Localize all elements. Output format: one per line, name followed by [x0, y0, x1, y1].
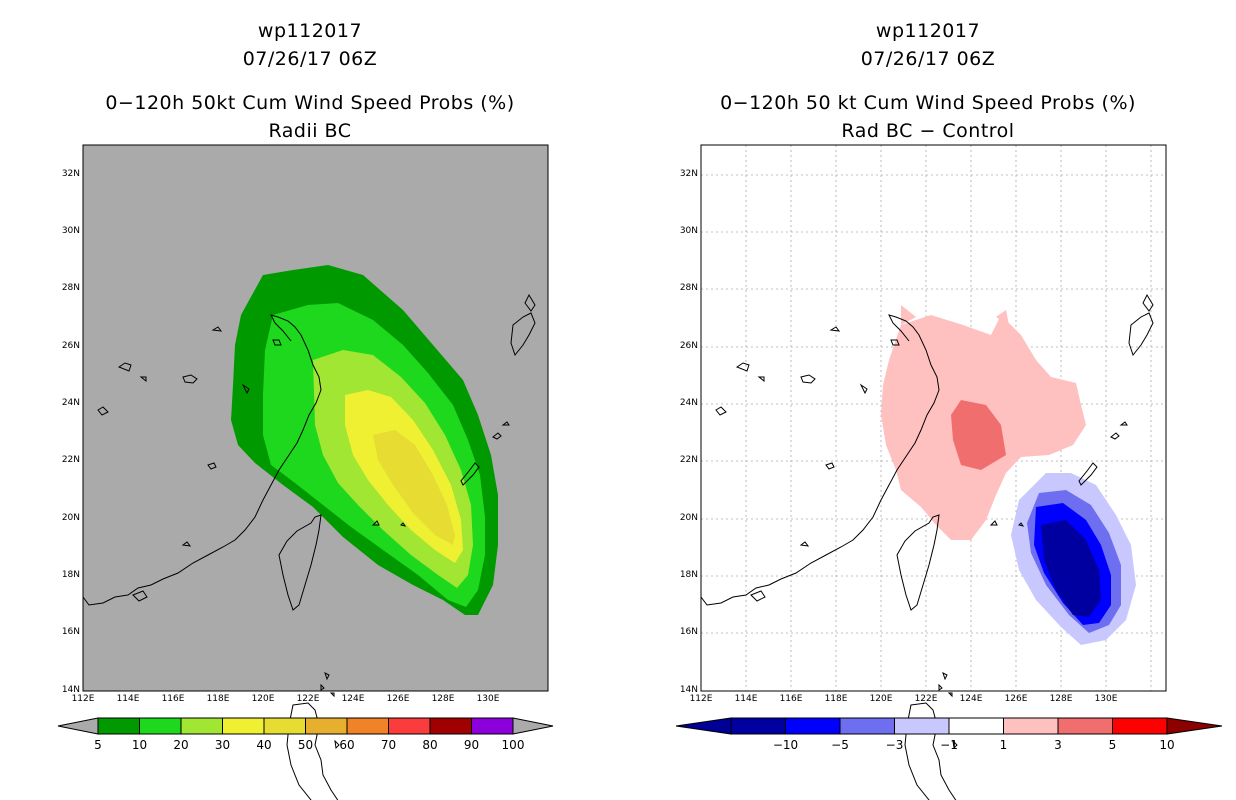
- right-storm-id: wp112017: [875, 20, 981, 42]
- left-lat-label: 24N: [61, 398, 80, 408]
- right-colorbar-label: 3: [1054, 738, 1062, 752]
- left-colorbar-label: 90: [463, 738, 480, 752]
- left-lat-label: 32N: [61, 169, 80, 179]
- right-lat-label: 14N: [679, 685, 698, 695]
- right-colorbar-label: −3: [885, 738, 904, 752]
- right-lon-label: 128E: [1049, 694, 1073, 704]
- right-lat-label: 24N: [679, 398, 698, 408]
- left-colorbar-cell: [97, 717, 140, 735]
- left-colorbar-label: 40: [256, 738, 272, 752]
- right-lon-label: 124E: [959, 694, 983, 704]
- right-lat-label: 20N: [679, 513, 698, 523]
- left-title: 0−120h 50kt Cum Wind Speed Probs (%): [105, 92, 515, 114]
- left-colorbar-label: 20: [173, 738, 189, 752]
- right-lon-label: 116E: [779, 694, 803, 704]
- right-lon-label: 130E: [1094, 694, 1118, 704]
- left-colorbar-cell: [222, 717, 265, 735]
- right-colorbar: [675, 717, 1223, 735]
- left-colorbar-low-arrow: [57, 717, 99, 735]
- right-colorbar-label: 5: [1108, 738, 1117, 752]
- right-colorbar-label: 10: [1159, 738, 1175, 752]
- right-lat-label: 18N: [679, 570, 698, 580]
- right-lon-label: 120E: [869, 694, 893, 704]
- right-colorbar-cell: [839, 717, 895, 735]
- right-lon-label: 112E: [689, 694, 713, 704]
- right-colorbar-label: −1: [940, 738, 958, 752]
- right-lat-label: 26N: [679, 341, 698, 351]
- right-colorbar-cell: [894, 717, 950, 735]
- left-colorbar-label: 100: [501, 738, 525, 752]
- contour-40-50: [373, 430, 455, 545]
- right-colorbar-cell: [1003, 717, 1059, 735]
- right-colorbar-label: −10: [772, 738, 799, 752]
- left-lat-label: 18N: [61, 570, 80, 580]
- right-colorbar-cell: [785, 717, 841, 735]
- right-colorbar-label: −5: [831, 738, 849, 752]
- right-lat-label: 22N: [679, 455, 698, 465]
- left-colorbar-cell: [346, 717, 389, 735]
- left-lat-label: 26N: [61, 341, 80, 351]
- left-colorbar-label: 10: [131, 738, 148, 752]
- left-colorbar-high-arrow: [512, 717, 554, 735]
- left-lon-label: 128E: [431, 694, 455, 704]
- left-lat-label: 16N: [61, 627, 80, 637]
- right-lat-label: 30N: [679, 226, 698, 236]
- left-lon-label: 112E: [71, 694, 95, 704]
- right-lat-label: 28N: [679, 283, 698, 293]
- left-lon-label: 118E: [206, 694, 230, 704]
- right-datetime: 07/26/17 06Z: [860, 48, 996, 70]
- left-colorbar-label: 60: [339, 738, 355, 752]
- left-colorbar-cell: [139, 717, 182, 735]
- right-lat-label: 16N: [679, 627, 698, 637]
- right-lon-label: 126E: [1004, 694, 1028, 704]
- left-lon-label: 114E: [116, 694, 140, 704]
- left-colorbar-cell: [263, 717, 306, 735]
- left-lat-label: 28N: [61, 283, 80, 293]
- left-colorbar-label: 80: [422, 738, 438, 752]
- right-lon-label: 122E: [914, 694, 938, 704]
- right-colorbar-cell: [948, 717, 1004, 735]
- left-colorbar-cell: [388, 717, 431, 735]
- left-lon-label: 116E: [161, 694, 185, 704]
- left-colorbar: [57, 717, 554, 735]
- diff-minus-10: [1041, 520, 1101, 617]
- right-lon-label: 114E: [734, 694, 758, 704]
- left-lon-label: 130E: [476, 694, 500, 704]
- right-colorbar-label: 1: [999, 738, 1008, 752]
- left-colorbar-cell: [180, 717, 223, 735]
- left-colorbar-cell: [429, 717, 472, 735]
- left-datetime: 07/26/17 06Z: [242, 48, 378, 70]
- left-storm-id: wp112017: [257, 20, 363, 42]
- left-lon-label: 122E: [296, 694, 320, 704]
- diff-plus-3-5: [951, 400, 1006, 470]
- right-subtitle: Rad BC − Control: [841, 120, 1015, 142]
- right-title: 0−120h 50 kt Cum Wind Speed Probs (%): [720, 92, 1136, 114]
- left-colorbar-cell: [305, 717, 348, 735]
- left-lon-label: 124E: [341, 694, 365, 704]
- left-colorbar-label: 50: [297, 738, 314, 752]
- left-colorbar-label: 5: [94, 738, 102, 752]
- right-colorbar-cell: [730, 717, 786, 735]
- left-lat-label: 22N: [61, 455, 80, 465]
- left-colorbar-cell: [471, 717, 514, 735]
- right-colorbar-cell: [1112, 717, 1168, 735]
- right-colorbar-low-arrow: [675, 717, 732, 735]
- right-colorbar-cell: [1057, 717, 1113, 735]
- left-lat-label: 20N: [61, 513, 80, 523]
- right-lon-label: 118E: [824, 694, 848, 704]
- left-lat-label: 30N: [61, 226, 80, 236]
- right-lat-label: 32N: [679, 169, 698, 179]
- left-colorbar-label: 30: [214, 738, 231, 752]
- left-lon-label: 120E: [251, 694, 275, 704]
- left-lon-label: 126E: [386, 694, 410, 704]
- left-colorbar-label: 70: [380, 738, 397, 752]
- right-colorbar-high-arrow: [1166, 717, 1223, 735]
- left-lat-label: 14N: [61, 685, 80, 695]
- left-subtitle: Radii BC: [268, 120, 352, 142]
